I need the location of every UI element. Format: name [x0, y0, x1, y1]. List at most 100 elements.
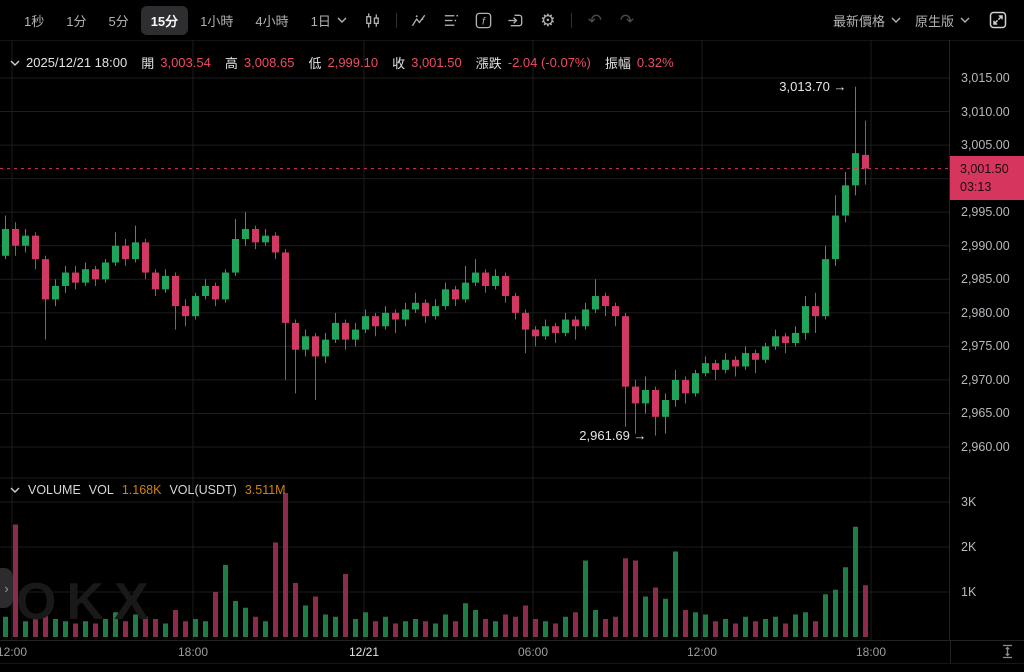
volume-bar[interactable]: [833, 589, 838, 637]
candle-body[interactable]: [282, 252, 289, 323]
volume-bar[interactable]: [483, 619, 488, 637]
candle-body[interactable]: [492, 275, 499, 286]
candle-body[interactable]: [402, 309, 409, 320]
volume-bar[interactable]: [113, 612, 118, 637]
volume-bar[interactable]: [3, 616, 8, 637]
collapse-chevron-icon[interactable]: [10, 487, 20, 493]
replay-icon[interactable]: [503, 7, 529, 33]
volume-bar[interactable]: [653, 587, 658, 638]
candle-body[interactable]: [782, 336, 789, 344]
candlestick-chart[interactable]: 3,013.70 → 2,961.69 →: [0, 40, 950, 640]
volume-bar[interactable]: [553, 623, 558, 638]
candle-body[interactable]: [42, 259, 49, 300]
candle-body[interactable]: [712, 363, 719, 370]
volume-bar[interactable]: [73, 623, 78, 638]
candle-body[interactable]: [32, 235, 39, 260]
candle-body[interactable]: [652, 389, 659, 417]
price-scale-adjust-icon[interactable]: [1001, 644, 1014, 662]
indicators-icon[interactable]: [407, 7, 433, 33]
volume-bar[interactable]: [413, 619, 418, 637]
volume-bar[interactable]: [803, 612, 808, 637]
volume-bar[interactable]: [813, 621, 818, 637]
volume-bar[interactable]: [173, 610, 178, 637]
redo-icon[interactable]: ↷: [614, 7, 640, 33]
candle-body[interactable]: [12, 228, 19, 246]
candle-body[interactable]: [832, 215, 839, 260]
candle-body[interactable]: [762, 346, 769, 360]
volume-bar[interactable]: [363, 612, 368, 637]
volume-bar[interactable]: [823, 594, 828, 637]
volume-bar[interactable]: [723, 619, 728, 637]
volume-bar[interactable]: [203, 621, 208, 637]
candle-body[interactable]: [722, 359, 729, 370]
volume-bar[interactable]: [383, 616, 388, 637]
volume-bar[interactable]: [743, 616, 748, 637]
candle-body[interactable]: [682, 379, 689, 394]
candle-body[interactable]: [92, 269, 99, 280]
volume-bar[interactable]: [343, 574, 348, 637]
volume-bar[interactable]: [493, 621, 498, 637]
interval-button[interactable]: 1小時: [200, 13, 234, 29]
volume-bar[interactable]: [503, 614, 508, 638]
volume-bar[interactable]: [403, 621, 408, 637]
volume-bar[interactable]: [83, 621, 88, 637]
volume-bar[interactable]: [23, 621, 28, 637]
candle-body[interactable]: [852, 153, 859, 186]
candle-body[interactable]: [292, 322, 299, 350]
candle-body[interactable]: [342, 322, 349, 340]
candle-body[interactable]: [772, 336, 779, 347]
expand-left-panel-button[interactable]: ›: [0, 568, 13, 608]
volume-bar[interactable]: [623, 558, 628, 637]
volume-bar[interactable]: [523, 605, 528, 638]
candle-body[interactable]: [572, 319, 579, 327]
candle-body[interactable]: [222, 272, 229, 300]
volume-bar[interactable]: [683, 610, 688, 637]
candle-body[interactable]: [802, 306, 809, 333]
volume-bar[interactable]: [223, 565, 228, 637]
volume-bar[interactable]: [563, 616, 568, 637]
volume-bar[interactable]: [733, 623, 738, 638]
volume-bar[interactable]: [63, 621, 68, 637]
candle-body[interactable]: [142, 242, 149, 273]
volume-bar[interactable]: [133, 614, 138, 638]
candle-body[interactable]: [642, 389, 649, 404]
interval-button[interactable]: 4小時: [255, 13, 289, 29]
candle-body[interactable]: [132, 242, 139, 260]
candle-body[interactable]: [462, 282, 469, 300]
interval-button[interactable]: 5分: [108, 13, 129, 29]
chart-region[interactable]: OKX 3,013.70 → 2,961.69 → ›: [0, 40, 950, 640]
volume-bar[interactable]: [583, 560, 588, 638]
volume-bar[interactable]: [663, 598, 668, 637]
volume-bar[interactable]: [213, 592, 218, 637]
candle-body[interactable]: [472, 272, 479, 283]
candle-body[interactable]: [702, 363, 709, 374]
volume-bar[interactable]: [233, 601, 238, 637]
volume-bar[interactable]: [93, 623, 98, 638]
price-axis[interactable]: 3,001.50 03:13 3,015.00 3,010.00 3,005.00 2…: [949, 40, 1024, 640]
volume-bar[interactable]: [703, 614, 708, 638]
volume-bar[interactable]: [763, 619, 768, 637]
candle-body[interactable]: [742, 353, 749, 367]
settings-icon[interactable]: ⚙: [535, 7, 561, 33]
candle-body[interactable]: [382, 312, 389, 327]
volume-bar[interactable]: [153, 619, 158, 637]
candle-body[interactable]: [662, 400, 669, 417]
volume-bar[interactable]: [843, 567, 848, 637]
candle-body[interactable]: [562, 319, 569, 333]
candle-body[interactable]: [422, 302, 429, 317]
candle-body[interactable]: [152, 272, 159, 290]
candle-body[interactable]: [122, 245, 129, 260]
volume-bar[interactable]: [593, 610, 598, 637]
candle-body[interactable]: [2, 228, 9, 256]
volume-bar[interactable]: [353, 619, 358, 637]
candle-body[interactable]: [172, 275, 179, 307]
candle-body[interactable]: [632, 386, 639, 404]
candle-body[interactable]: [842, 185, 849, 216]
candle-body[interactable]: [752, 353, 759, 360]
time-axis[interactable]: 12:00 18:00 12/21 06:00 12:00 18:00: [0, 640, 1024, 664]
volume-bar[interactable]: [603, 619, 608, 637]
volume-bar[interactable]: [533, 619, 538, 637]
candle-body[interactable]: [532, 329, 539, 337]
candle-body[interactable]: [692, 373, 699, 394]
candle-body[interactable]: [22, 235, 29, 246]
